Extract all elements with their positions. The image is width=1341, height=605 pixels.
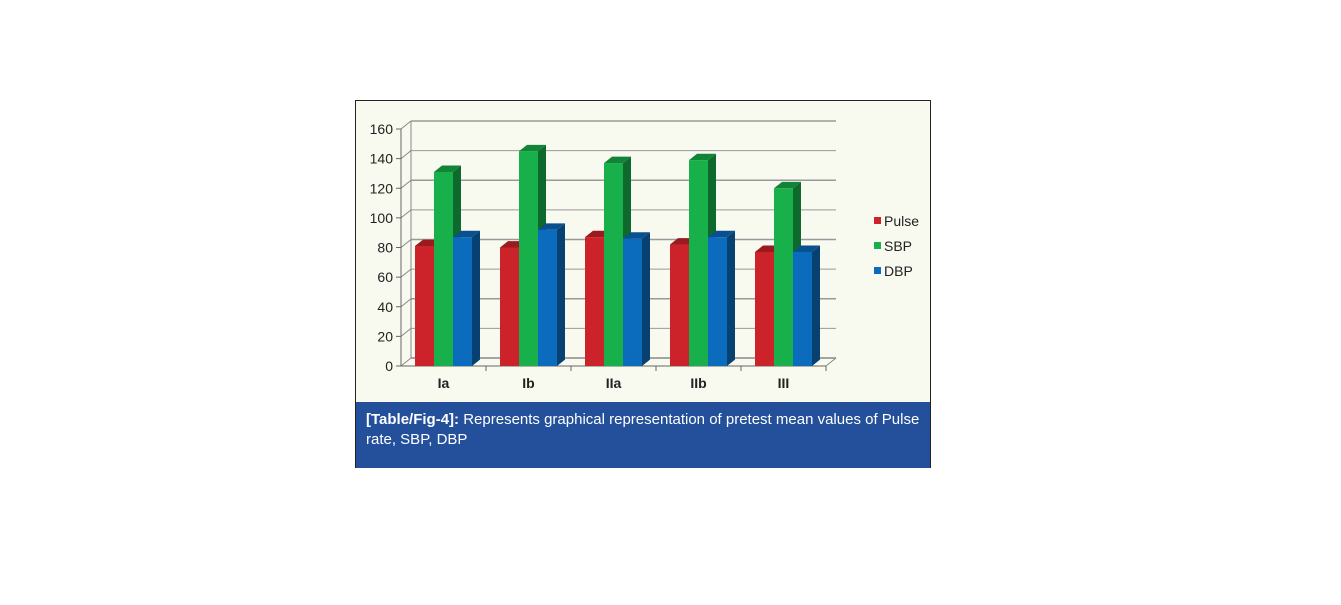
bar-front (755, 251, 774, 366)
bar-front (415, 246, 434, 366)
bar-top (774, 181, 801, 189)
bar-top (689, 153, 716, 161)
y-tick-label: 60 (377, 269, 393, 285)
grid-diagonal (400, 209, 412, 219)
bar-top (538, 223, 565, 230)
bar-dbp-IIa (623, 232, 650, 366)
floor-edge (825, 357, 837, 367)
bar-top (519, 144, 546, 152)
y-tick-label: 100 (370, 210, 394, 226)
grid-diagonal (400, 150, 412, 160)
bar-dbp-III (793, 245, 820, 366)
y-tick-label: 0 (385, 358, 393, 374)
bar-side (557, 223, 565, 366)
bar-top (453, 230, 480, 238)
x-tick-label: IIb (690, 375, 706, 391)
bar-side (642, 232, 650, 366)
caption-text: Represents graphical representation of p… (366, 411, 920, 448)
bar-dbp-Ia (453, 230, 480, 366)
grid-diagonal (400, 298, 412, 308)
grid-diagonal (400, 268, 412, 278)
bar-front (538, 229, 557, 366)
bar-side (472, 230, 480, 366)
y-tick-label: 160 (370, 121, 394, 137)
legend-label-dbp: DBP (884, 263, 913, 279)
x-tick-label: IIa (606, 375, 622, 391)
bar-front (585, 237, 604, 366)
legend-swatch-pulse (874, 217, 881, 224)
grid-diagonal (400, 120, 412, 130)
y-tick-label: 140 (370, 151, 394, 167)
legend-swatch-dbp (874, 267, 881, 274)
figure: 0 20 40 60 80 100 120 140 160 Ia Ib IIa IIb III Pulse S… (355, 100, 931, 468)
bar-front (604, 163, 623, 366)
bar-top (793, 245, 820, 252)
legend-label-sbp: SBP (884, 238, 912, 254)
bar-side (812, 245, 820, 366)
bar-top (604, 156, 631, 164)
caption-label: [Table/Fig-4]: (366, 411, 460, 428)
bar-front (793, 251, 812, 366)
bar-top (708, 230, 735, 238)
bar-front (519, 151, 538, 366)
bar-dbp-Ib (538, 223, 565, 366)
bar-front (434, 171, 453, 366)
bar-side (727, 230, 735, 366)
x-tick-label: Ib (522, 375, 534, 391)
y-tick-label: 80 (377, 240, 393, 256)
grid-diagonal (400, 327, 412, 337)
bar-front (453, 237, 472, 366)
bar-dbp-IIb (708, 230, 735, 366)
y-tick-label: 120 (370, 180, 394, 196)
bar-top (623, 232, 650, 239)
figure-caption: [Table/Fig-4]: Represents graphical repr… (356, 402, 930, 468)
bar-front (689, 160, 708, 366)
bar-front (708, 237, 727, 366)
grid-diagonal (400, 239, 412, 248)
bar-front (774, 188, 793, 366)
grid-diagonal (400, 179, 412, 189)
bar-front (670, 244, 689, 366)
bar-chart: 0 20 40 60 80 100 120 140 160 Ia Ib IIa IIb III Pulse S… (370, 120, 919, 391)
bar-top (434, 165, 461, 172)
legend-label-pulse: Pulse (884, 213, 919, 229)
grid-diagonal (400, 357, 412, 367)
x-tick-label: III (778, 375, 790, 391)
x-tick-label: Ia (438, 375, 450, 391)
y-tick-label: 20 (377, 328, 393, 344)
y-tick-label: 40 (377, 299, 393, 315)
bar-front (500, 247, 519, 366)
bar-front (623, 238, 642, 366)
legend-swatch-sbp (874, 242, 881, 249)
